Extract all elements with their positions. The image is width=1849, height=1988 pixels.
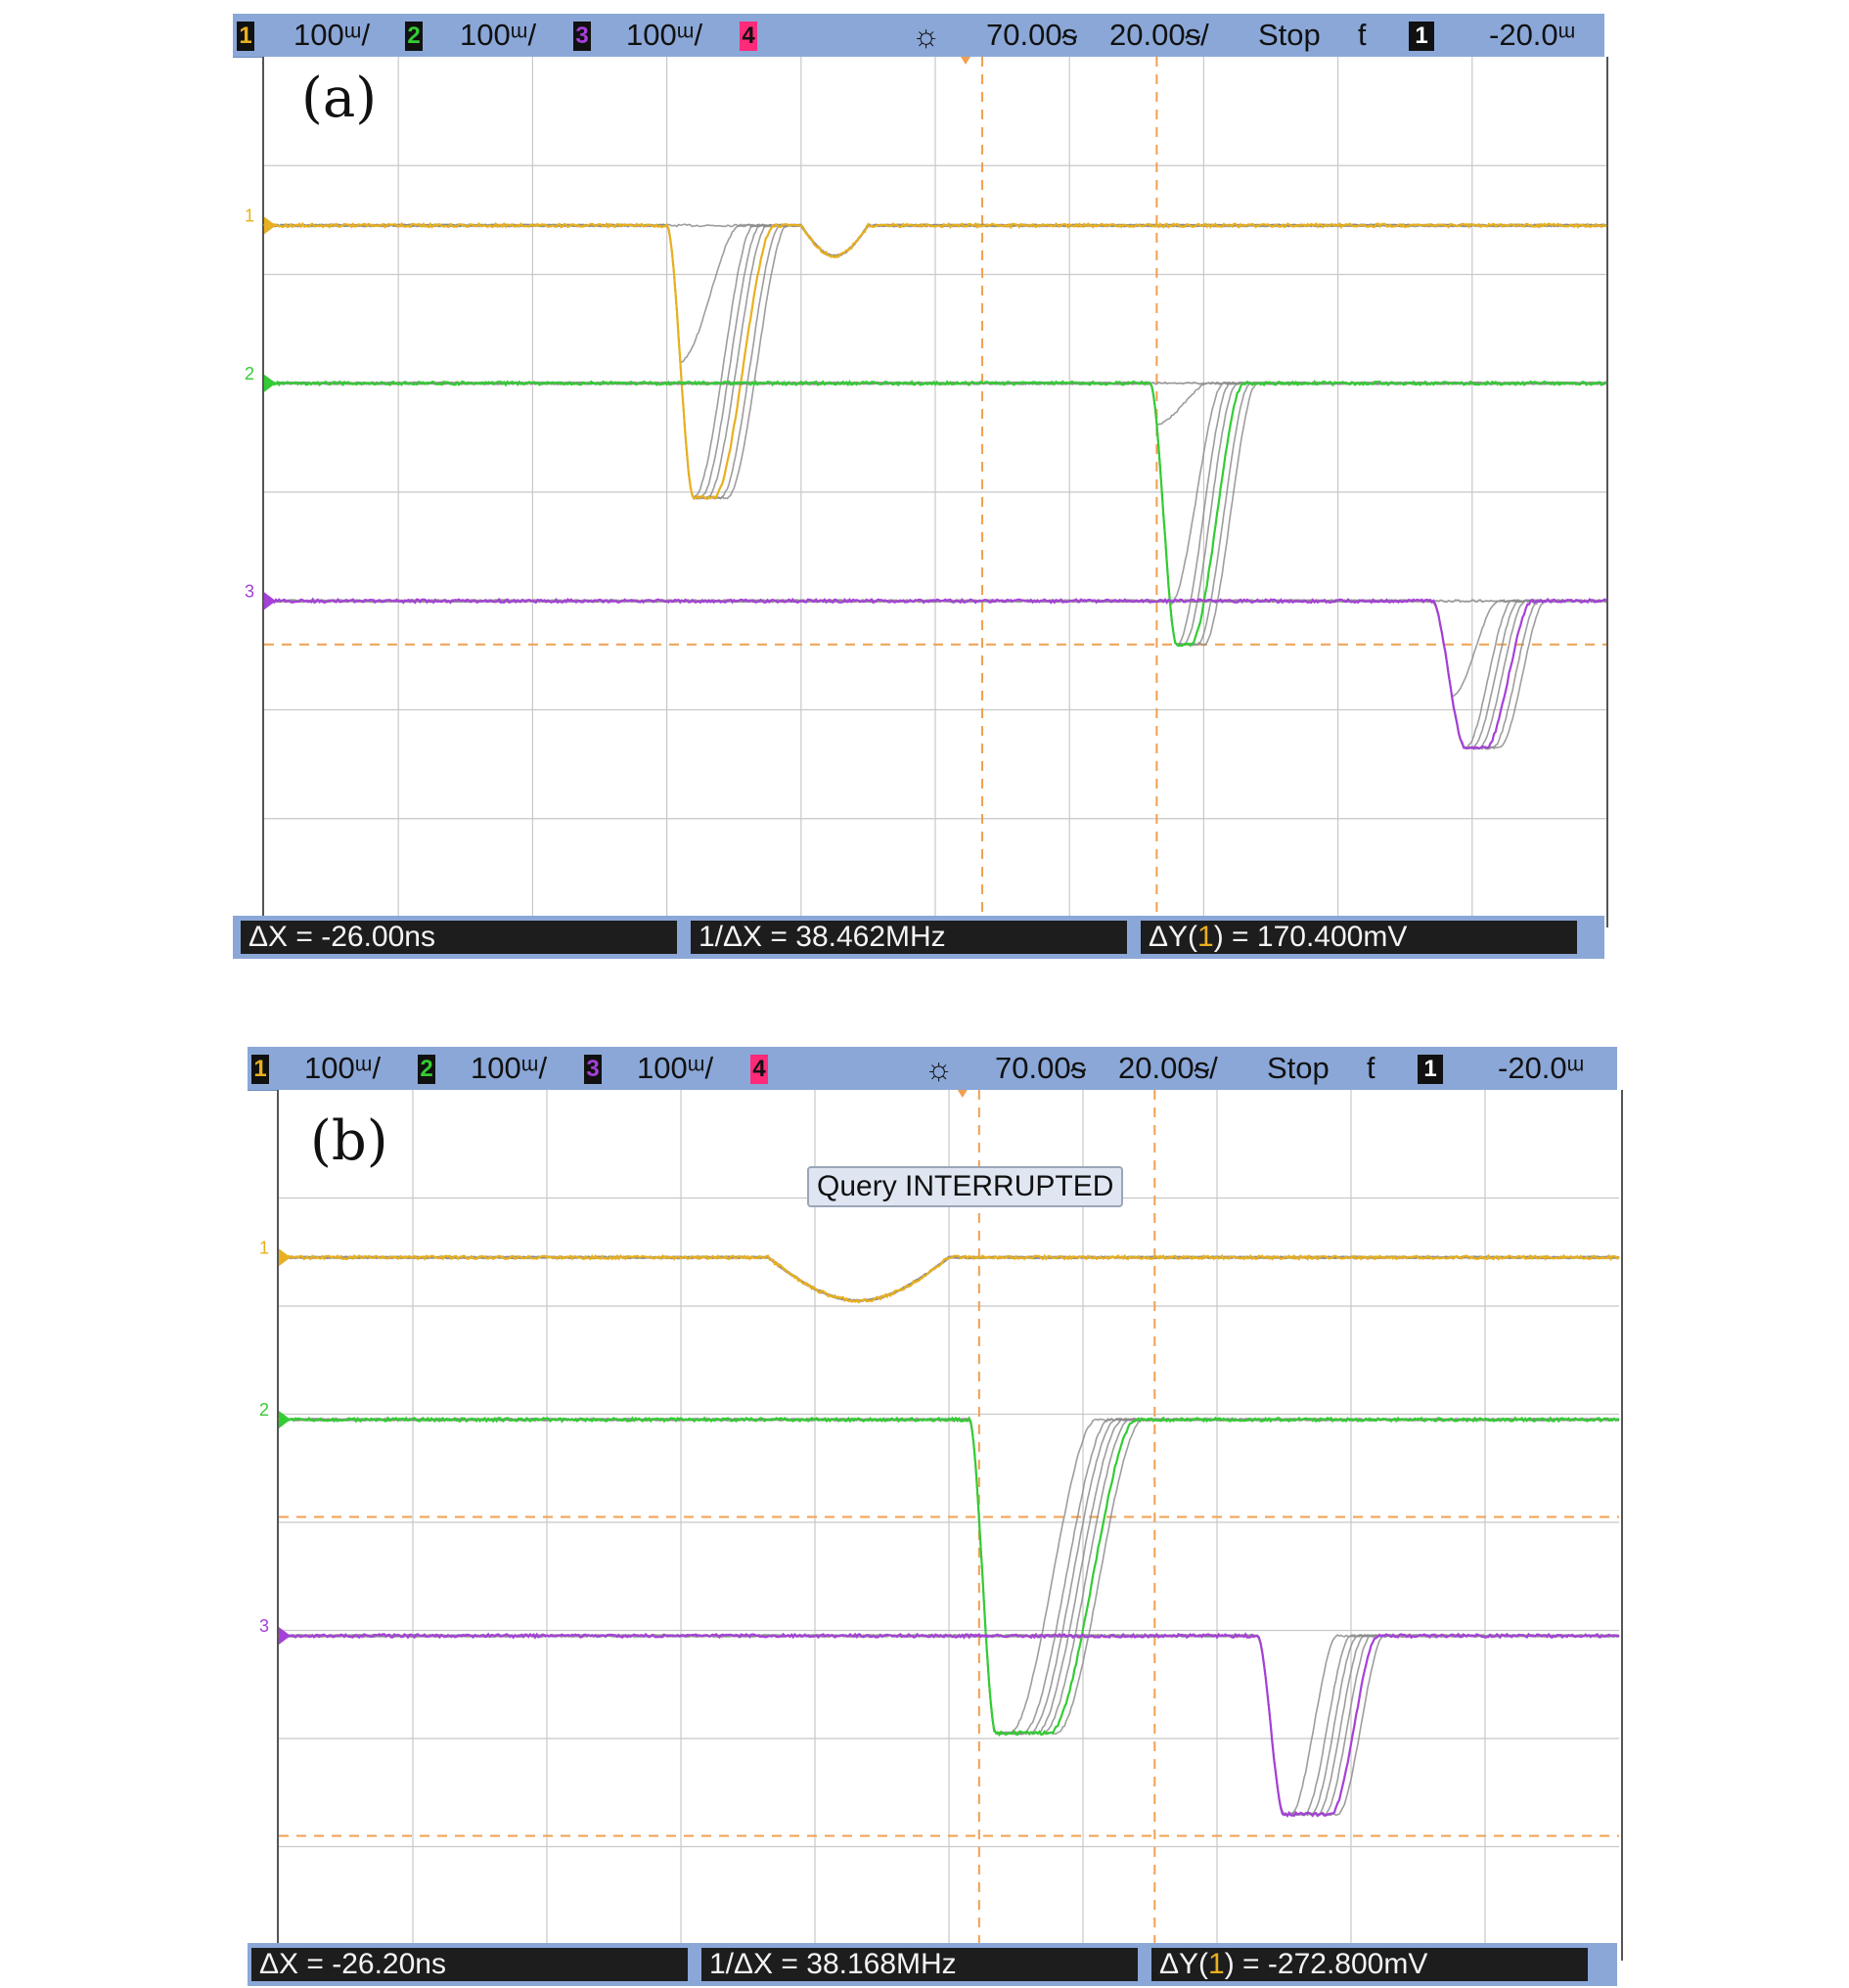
waveform-svg-a: 1 2 3 xyxy=(245,57,1607,927)
channel-2-marker xyxy=(279,1411,291,1429)
graticule xyxy=(264,57,1606,927)
channel-3-marker xyxy=(279,1627,291,1646)
delta-x-readout[interactable]: ΔX = -26.20ns xyxy=(251,1948,688,1981)
trace-ch2 xyxy=(278,1416,1620,1738)
scope-toolbar: 1 100ᵚ/ 2 100ᵚ/ 3 100ᵚ/ 4 ☼ 70.00ᵴ 20.00… xyxy=(233,14,1604,58)
scope-toolbar: 1 100ᵚ/ 2 100ᵚ/ 3 100ᵚ/ 4 ☼ 70.00ᵴ 20.00… xyxy=(248,1047,1617,1091)
timebase-readout[interactable]: 20.00ᵴ/ xyxy=(1118,1051,1218,1085)
ch3-scale[interactable]: 100ᵚ/ xyxy=(637,1051,714,1085)
waveform-svg-b: 1 2 3 xyxy=(259,1090,1620,1955)
ch1-scale[interactable]: 100ᵚ/ xyxy=(293,18,371,52)
channel-3-marker xyxy=(264,592,276,610)
ch4-badge[interactable]: 4 xyxy=(740,22,757,51)
delta-y-readout[interactable]: ΔY(1) = 170.400mV xyxy=(1141,921,1577,954)
trigger-source[interactable]: 1 xyxy=(1409,22,1434,51)
ch3-scale[interactable]: 100ᵚ/ xyxy=(626,18,703,52)
trace-ch2 xyxy=(263,380,1607,648)
channel-3-marker-label: 3 xyxy=(245,581,254,601)
brightness-icon[interactable]: ☼ xyxy=(924,1051,954,1086)
oscilloscope-screen-a: 1 100ᵚ/ 2 100ᵚ/ 3 100ᵚ/ 4 ☼ 70.00ᵴ 20.00… xyxy=(233,14,1608,959)
ch1-badge[interactable]: 1 xyxy=(251,1055,269,1084)
run-state[interactable]: Stop xyxy=(1258,18,1321,52)
panel-label: (a) xyxy=(301,67,378,130)
channel-1-marker xyxy=(264,216,276,235)
graticule xyxy=(279,1090,1619,1955)
trigger-source[interactable]: 1 xyxy=(1418,1055,1443,1084)
measurement-bar: ΔX = -26.20ns 1/ΔX = 38.168MHz ΔY(1) = -… xyxy=(248,1943,1617,1986)
ch2-badge[interactable]: 2 xyxy=(418,1055,435,1084)
cursors xyxy=(264,57,1606,927)
measurement-bar: ΔX = -26.00ns 1/ΔX = 38.462MHz ΔY(1) = 1… xyxy=(233,916,1604,959)
ch2-badge[interactable]: 2 xyxy=(405,22,423,51)
channel-1-marker-label: 1 xyxy=(245,205,254,225)
ch3-badge[interactable]: 3 xyxy=(573,22,591,51)
ch2-scale[interactable]: 100ᵚ/ xyxy=(471,1051,548,1085)
trigger-level[interactable]: -20.0ᵚ xyxy=(1489,18,1576,52)
trigger-level[interactable]: -20.0ᵚ xyxy=(1498,1051,1585,1085)
trigger-marker xyxy=(961,57,971,65)
trace-ch3 xyxy=(263,597,1607,750)
waveform-plot-a[interactable]: 1 2 3 (a) xyxy=(245,57,1608,927)
brightness-icon[interactable]: ☼ xyxy=(912,18,941,53)
channel-3-marker-label: 3 xyxy=(259,1616,269,1636)
trace-ch1 xyxy=(278,1253,1620,1304)
channel-1-marker-label: 1 xyxy=(259,1238,269,1257)
query-interrupted-popup[interactable]: Query INTERRUPTED xyxy=(807,1166,1124,1207)
channel-2-marker-label: 2 xyxy=(245,364,254,384)
waveforms: 1 2 3 xyxy=(259,1238,1620,1819)
ch1-badge[interactable]: 1 xyxy=(237,22,254,51)
channel-1-marker xyxy=(279,1248,291,1267)
inverse-delta-x-readout[interactable]: 1/ΔX = 38.462MHz xyxy=(691,921,1127,954)
channel-2-marker xyxy=(264,374,276,392)
trigger-slope-icon[interactable]: ƭ xyxy=(1367,1051,1375,1085)
channel-2-marker-label: 2 xyxy=(259,1400,269,1420)
inverse-delta-x-readout[interactable]: 1/ΔX = 38.168MHz xyxy=(701,1948,1138,1981)
ch3-badge[interactable]: 3 xyxy=(584,1055,602,1084)
delta-y-readout[interactable]: ΔY(1) = -272.800mV xyxy=(1151,1948,1588,1981)
trigger-slope-icon[interactable]: ƭ xyxy=(1358,18,1367,52)
delay-readout[interactable]: 70.00ᵴ xyxy=(986,18,1078,52)
ch2-scale[interactable]: 100ᵚ/ xyxy=(460,18,537,52)
trace-ch3 xyxy=(278,1632,1620,1819)
trigger-marker xyxy=(957,1090,968,1098)
ch1-scale[interactable]: 100ᵚ/ xyxy=(304,1051,382,1085)
ch4-badge[interactable]: 4 xyxy=(750,1055,768,1084)
run-state[interactable]: Stop xyxy=(1267,1051,1330,1085)
waveform-plot-b[interactable]: 1 2 3 (b) Query INTERRUPTED xyxy=(259,1090,1623,1961)
oscilloscope-screen-b: 1 100ᵚ/ 2 100ᵚ/ 3 100ᵚ/ 4 ☼ 70.00ᵴ 20.00… xyxy=(248,1047,1623,1986)
timebase-readout[interactable]: 20.00ᵴ/ xyxy=(1109,18,1209,52)
waveforms: 1 2 3 xyxy=(245,205,1607,750)
panel-label: (b) xyxy=(310,1109,388,1173)
trace-ch1 xyxy=(263,221,1607,501)
delay-readout[interactable]: 70.00ᵴ xyxy=(995,1051,1087,1085)
delta-x-readout[interactable]: ΔX = -26.00ns xyxy=(241,921,677,954)
